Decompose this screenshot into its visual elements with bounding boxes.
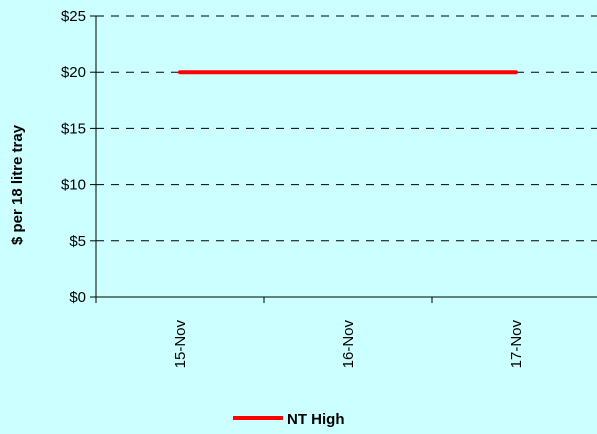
- y-tick-label-10: $10: [61, 177, 86, 194]
- data-point-0-0: [178, 70, 182, 74]
- x-tick-label-16-nov: 16-Nov: [340, 320, 357, 369]
- y-tick-label-20: $20: [61, 64, 86, 81]
- data-point-0-1: [346, 70, 350, 74]
- y-tick-label-15: $15: [61, 120, 86, 137]
- gridlines: [96, 15, 597, 242]
- legend: NT High: [233, 411, 345, 428]
- series-lines: [178, 70, 518, 75]
- y-axis-title: $ per 18 litre tray: [9, 124, 26, 245]
- y-tick-label-0: $0: [69, 289, 86, 306]
- y-tick-label-5: $5: [69, 233, 86, 250]
- data-point-0-2: [514, 70, 518, 74]
- x-tick-labels: 15-Nov 16-Nov 17-Nov: [172, 320, 525, 369]
- y-tick-labels: $0 $5 $10 $15 $20 $25: [61, 8, 86, 306]
- axes: [90, 15, 597, 303]
- legend-label-nt-high: NT High: [287, 411, 345, 428]
- x-tick-label-17-nov: 17-Nov: [508, 320, 525, 369]
- y-tick-label-25: $25: [61, 8, 86, 25]
- x-tick-label-15-nov: 15-Nov: [172, 320, 189, 369]
